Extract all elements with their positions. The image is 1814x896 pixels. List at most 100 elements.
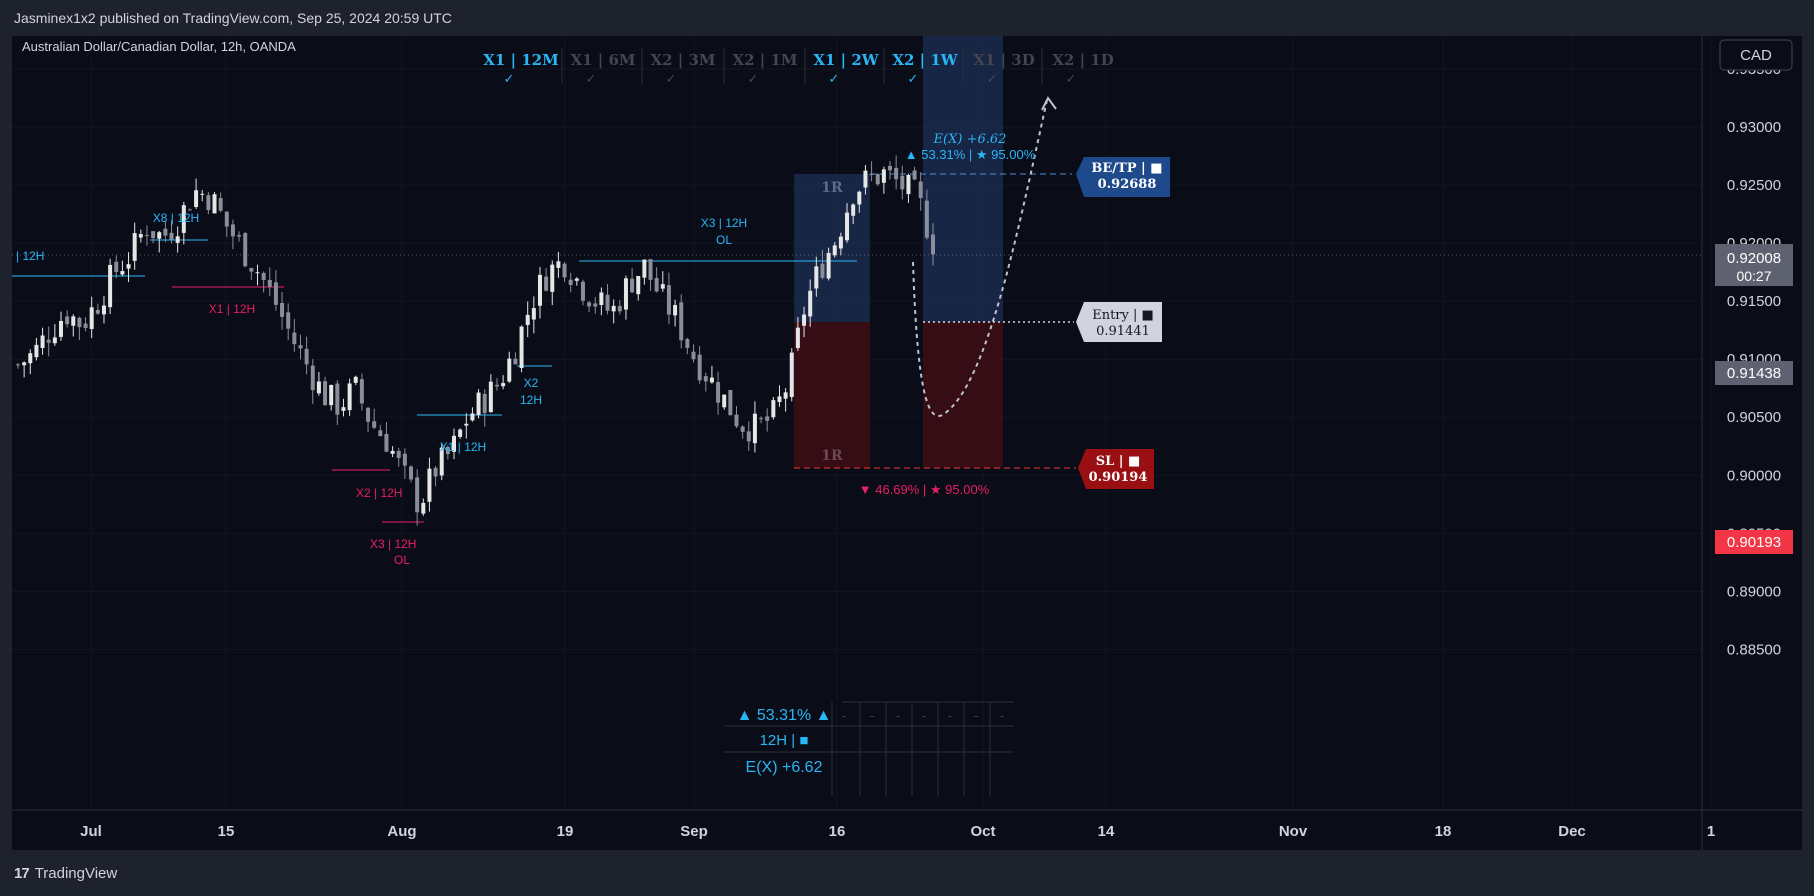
price-tick-label: 0.92500 [1727,177,1781,194]
candle-body [820,263,825,278]
candle-body [409,466,414,480]
candle-body [181,205,186,233]
price-axis[interactable]: 0.935000.930000.925000.920000.915000.910… [1701,36,1781,850]
countdown-value: 00:27 [1736,268,1771,284]
candle-body [261,272,266,280]
candle-body [648,259,653,280]
candle-body [237,235,242,237]
time-axis[interactable]: Jul 15 Aug 19 Sep 16 Oct 14 Nov 18 Dec 1 [12,809,1802,840]
candle-body [292,332,297,345]
price-tick-label: 0.90000 [1727,467,1781,484]
candle-body [218,198,223,211]
candle-body [568,279,573,285]
stats-row1: ▲ 53.31% ▲ [737,707,832,724]
timeframe-item[interactable]: X1 | 6M [570,51,635,69]
candle-body [562,263,567,278]
blue-label-x3: X3 | 12H [701,216,747,230]
candle-body [304,348,309,365]
time-tick-label: Sep [680,823,708,840]
candle-body [845,212,850,241]
blue-label-x2-tf: 12H [520,393,542,407]
currency-button[interactable]: CAD [1719,39,1793,71]
structure-lines [12,239,857,523]
candle-body [912,170,917,180]
sl-zone-right [923,322,1003,468]
candle-body [765,416,770,421]
candle-body [384,433,389,452]
candle-body [194,190,199,207]
candle-body [298,345,303,349]
candle-body [476,392,481,415]
candle-body [83,323,88,329]
last-price-value: 0.92008 [1727,250,1781,267]
sl-stats: ▼ 46.69% | ★ 95.00% [859,482,990,497]
sl-zone-left [794,322,870,468]
symbol-title: Australian Dollar/Canadian Dollar, 12h, … [22,39,296,54]
candle-body [378,430,383,437]
candle-body [531,308,536,320]
check-icon: ✓ [504,71,515,86]
candle-body [888,165,893,171]
candle-body [206,195,211,211]
timeframe-item[interactable]: X1 | 2W [813,51,879,69]
candle-body [280,302,285,317]
candle-body [826,252,831,279]
candle-body [906,174,911,195]
entry-badge[interactable]: Entry | ■ 0.91441 [1076,302,1162,342]
candle-body [740,426,745,432]
candle-body [341,407,346,411]
timeframe-item[interactable]: X2 | 1D [1052,51,1113,69]
candle-body [605,294,610,311]
candle-body [802,314,807,326]
candle-body [863,170,868,188]
sl-badge[interactable]: SL | ■ 0.90194 [1078,449,1154,489]
blue-label-ol: OL [716,233,732,247]
ev-label: E(X) +6.62 [933,132,1007,147]
chart-area[interactable]: Australian Dollar/Canadian Dollar, 12h, … [6,36,1802,850]
red-label-x1: X1 | 12H [209,302,255,316]
candle-body [789,352,794,397]
candle-body [470,413,475,421]
candle-body [642,259,647,278]
timeframe-item[interactable]: X2 | 1W [892,51,958,69]
candle-body [132,233,137,261]
candle-body [286,312,291,329]
candle-body [157,232,162,239]
candle-body [347,383,352,411]
candle-body [900,175,905,190]
candle-body [617,305,622,312]
candle-body [175,236,180,243]
tp-badge[interactable]: BE/TP | ■ 0.92688 [1076,157,1170,197]
timeframe-selector[interactable]: X1 | 12M ✓ X1 | 6M ✓ X2 | 3M ✓ X2 | 1M ✓ X1 | 2W… [483,48,1114,86]
candle-body [685,339,690,348]
timeframe-item[interactable]: X2 | 3M [650,51,715,69]
currency-label: CAD [1740,47,1772,64]
time-tick-label: 15 [218,823,235,840]
candle-body [22,362,27,366]
candle-body [795,327,800,349]
candle-body [857,191,862,205]
time-tick-label: Aug [387,823,416,840]
projection-arrowhead [1041,96,1057,111]
table-dash: - [842,708,846,723]
candle-body [574,278,579,281]
tradingview-logo-icon: 17 [14,865,30,882]
price-tick-label: 0.91500 [1727,293,1781,310]
candle-body [703,376,708,382]
price-tick-label: 0.88500 [1727,641,1781,658]
timeframe-item[interactable]: X1 | 3D [973,51,1034,69]
timeframe-item[interactable]: X1 | 12M [483,51,558,69]
price-tick-label: 0.90500 [1727,409,1781,426]
candle-body [587,302,592,307]
blue-label-edge: 7 | 12H [12,249,44,263]
tradingview-logo[interactable]: 17 TradingView [14,865,117,882]
price-chart[interactable]: Australian Dollar/Canadian Dollar, 12h, … [6,36,1802,850]
price-tick-label: 0.93000 [1727,119,1781,136]
candle-body [108,264,113,308]
candle-body [593,303,598,307]
timeframe-item[interactable]: X2 | 1M [732,51,797,69]
candle-body [366,407,371,422]
time-tick-label: 14 [1098,823,1115,840]
time-tick-label: Jul [80,823,102,840]
candle-body [716,382,721,403]
